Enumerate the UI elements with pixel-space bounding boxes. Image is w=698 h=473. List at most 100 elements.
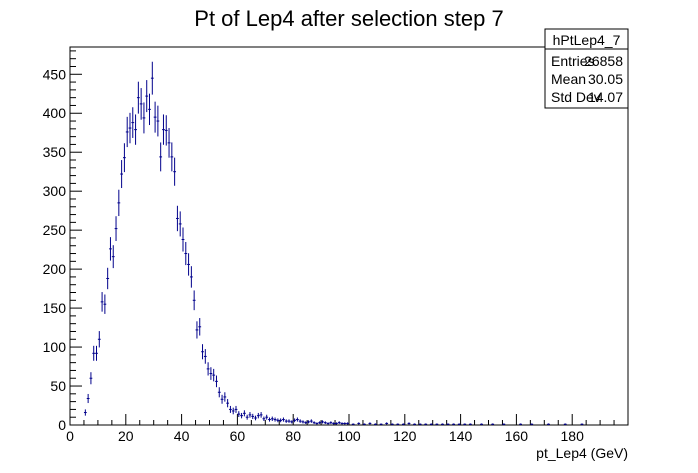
data-point [139,88,143,120]
data-point [429,423,433,425]
stats-entries-label: Entries [551,53,595,69]
data-point [402,423,405,425]
data-point [441,423,444,425]
data-point [390,423,394,425]
data-point [519,423,522,425]
data-point [170,142,174,172]
data-point [148,93,151,126]
data-point [89,372,93,385]
data-point [162,114,165,145]
data-point [159,142,163,172]
data-point [480,423,483,425]
x-tick-label: 80 [285,428,301,444]
data-point [468,423,472,425]
plot-frame [69,46,629,426]
data-point [284,419,288,423]
data-point [198,318,202,336]
data-point [312,421,316,425]
data-point [407,422,411,425]
data-point [189,266,193,288]
y-tick-label: 150 [43,300,67,316]
data-point [176,205,179,232]
data-point [173,157,177,186]
stats-mean-label: Mean [551,71,586,87]
y-tick-label: 50 [50,378,66,394]
data-point [164,115,168,146]
data-point [357,422,361,425]
data-point [530,423,534,425]
data-point [215,375,218,388]
data-point [114,216,118,241]
data-point [156,105,160,137]
y-tick-label: 0 [58,417,66,433]
data-point [217,387,221,398]
data-point [298,419,302,423]
data-point [502,423,506,425]
data-point [337,421,341,425]
data-point [237,411,241,418]
data-point [491,423,495,425]
data-point [282,417,285,422]
data-point [326,422,330,425]
data-point [187,253,190,276]
data-point [362,423,366,425]
data-point [97,331,101,348]
data-point [134,114,137,145]
x-tick-label: 0 [66,428,74,444]
data-point [100,292,104,312]
data-point [83,409,87,416]
data-point [343,422,347,425]
data-point [245,414,249,420]
stats-box-frame [544,28,629,109]
data-point [212,368,216,382]
data-point [259,412,263,418]
x-tick-label: 20 [118,428,134,444]
data-point [463,423,467,425]
data-point [203,349,207,364]
x-tick-label: 160 [505,428,529,444]
data-point [184,241,188,266]
data-point [418,423,422,425]
y-tick-label: 100 [43,339,67,355]
x-axis-label: pt_Lep4 (GeV) [536,445,628,461]
data-point [240,412,243,419]
data-point [307,420,310,424]
data-point [374,423,377,425]
x-tick-label: 140 [449,428,473,444]
data-point [295,417,299,422]
data-point [242,410,246,417]
data-point [268,417,271,422]
data-point [153,101,157,133]
data-point [329,421,333,425]
data-point [270,416,274,421]
data-point [563,423,567,425]
data-point [287,419,291,423]
data-point [150,61,154,95]
x-tick-label: 100 [337,428,361,444]
data-point [323,421,327,425]
x-tick-label: 40 [174,428,190,444]
data-point [209,367,213,380]
data-point [251,413,255,420]
stats-box: hPtLep4_7 Entries 26858 Mean 30.05 Std D… [544,28,629,109]
data-point [226,399,230,408]
data-point [304,421,308,425]
data-point [117,189,121,217]
x-axis: 0 20 40 60 80 100 120 140 160 180 [66,414,629,444]
x-tick-label: 60 [230,428,246,444]
x-tick-label: 120 [393,428,417,444]
data-point [254,415,257,421]
data-point [256,412,260,419]
stats-entries-value: 26858 [584,53,623,69]
data-point [396,423,400,425]
stats-stddev-label: Std Dev [551,89,601,105]
data-point [103,294,107,314]
data-point [192,290,196,311]
data-point [368,422,372,425]
data-point [413,423,416,425]
y-tick-label: 300 [43,183,67,199]
chart-title: Pt of Lep4 after selection step 7 [194,6,503,31]
y-tick-label: 400 [43,105,67,121]
data-point [265,414,269,420]
